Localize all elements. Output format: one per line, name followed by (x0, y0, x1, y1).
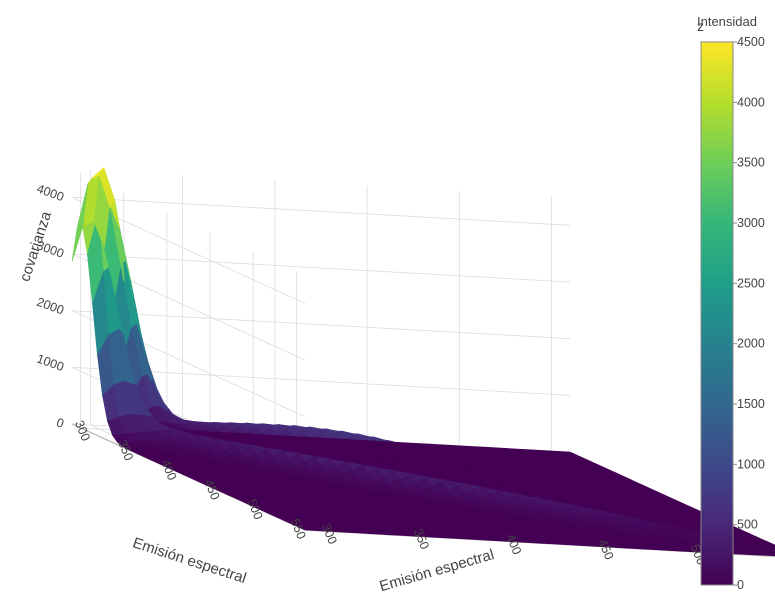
colorbar-title-overlap: z (697, 18, 704, 34)
grid-line (71, 366, 571, 396)
surface-cell (71, 183, 89, 262)
colorbar-tick-label: 3000 (737, 216, 765, 230)
z-tick-label: 4000 (35, 181, 66, 204)
colorbar-gradient (700, 41, 734, 586)
grid-line (71, 310, 571, 340)
colorbar-ticks: 0 500 1000 1500 2000 2500 3000 3500 4000 4500 (733, 35, 765, 592)
colorbar-tick-label: 1500 (737, 397, 765, 411)
colorbar-title: Intensidad (697, 14, 757, 29)
colorbar-tick-label: 2000 (737, 337, 765, 351)
z-tick-label: 0 (54, 415, 65, 431)
colorbar-tick-label: 500 (737, 518, 758, 532)
colorbar-tick-label: 1000 (737, 457, 765, 471)
y-axis-title: Emisión espectral (378, 546, 496, 595)
colorbar: Intensidad z 0 500 1000 1500 2000 2500 3000 350… (697, 14, 765, 592)
grid-line (71, 253, 571, 283)
x-tick-label: 300 (72, 418, 93, 443)
x-axis-title: Emisión espectral (130, 534, 248, 587)
colorbar-tick-label: 4500 (737, 35, 765, 49)
surface-plot[interactable] (71, 167, 775, 558)
colorbar-tick-label: 2500 (737, 276, 765, 290)
z-tick-label: 1000 (35, 351, 66, 374)
colorbar-tick-label: 4000 (737, 95, 765, 109)
grid-line (71, 196, 571, 226)
colorbar-tick-label: 0 (737, 578, 744, 592)
colorbar-tick-label: 3500 (737, 156, 765, 170)
z-tick-label: 2000 (35, 295, 66, 318)
